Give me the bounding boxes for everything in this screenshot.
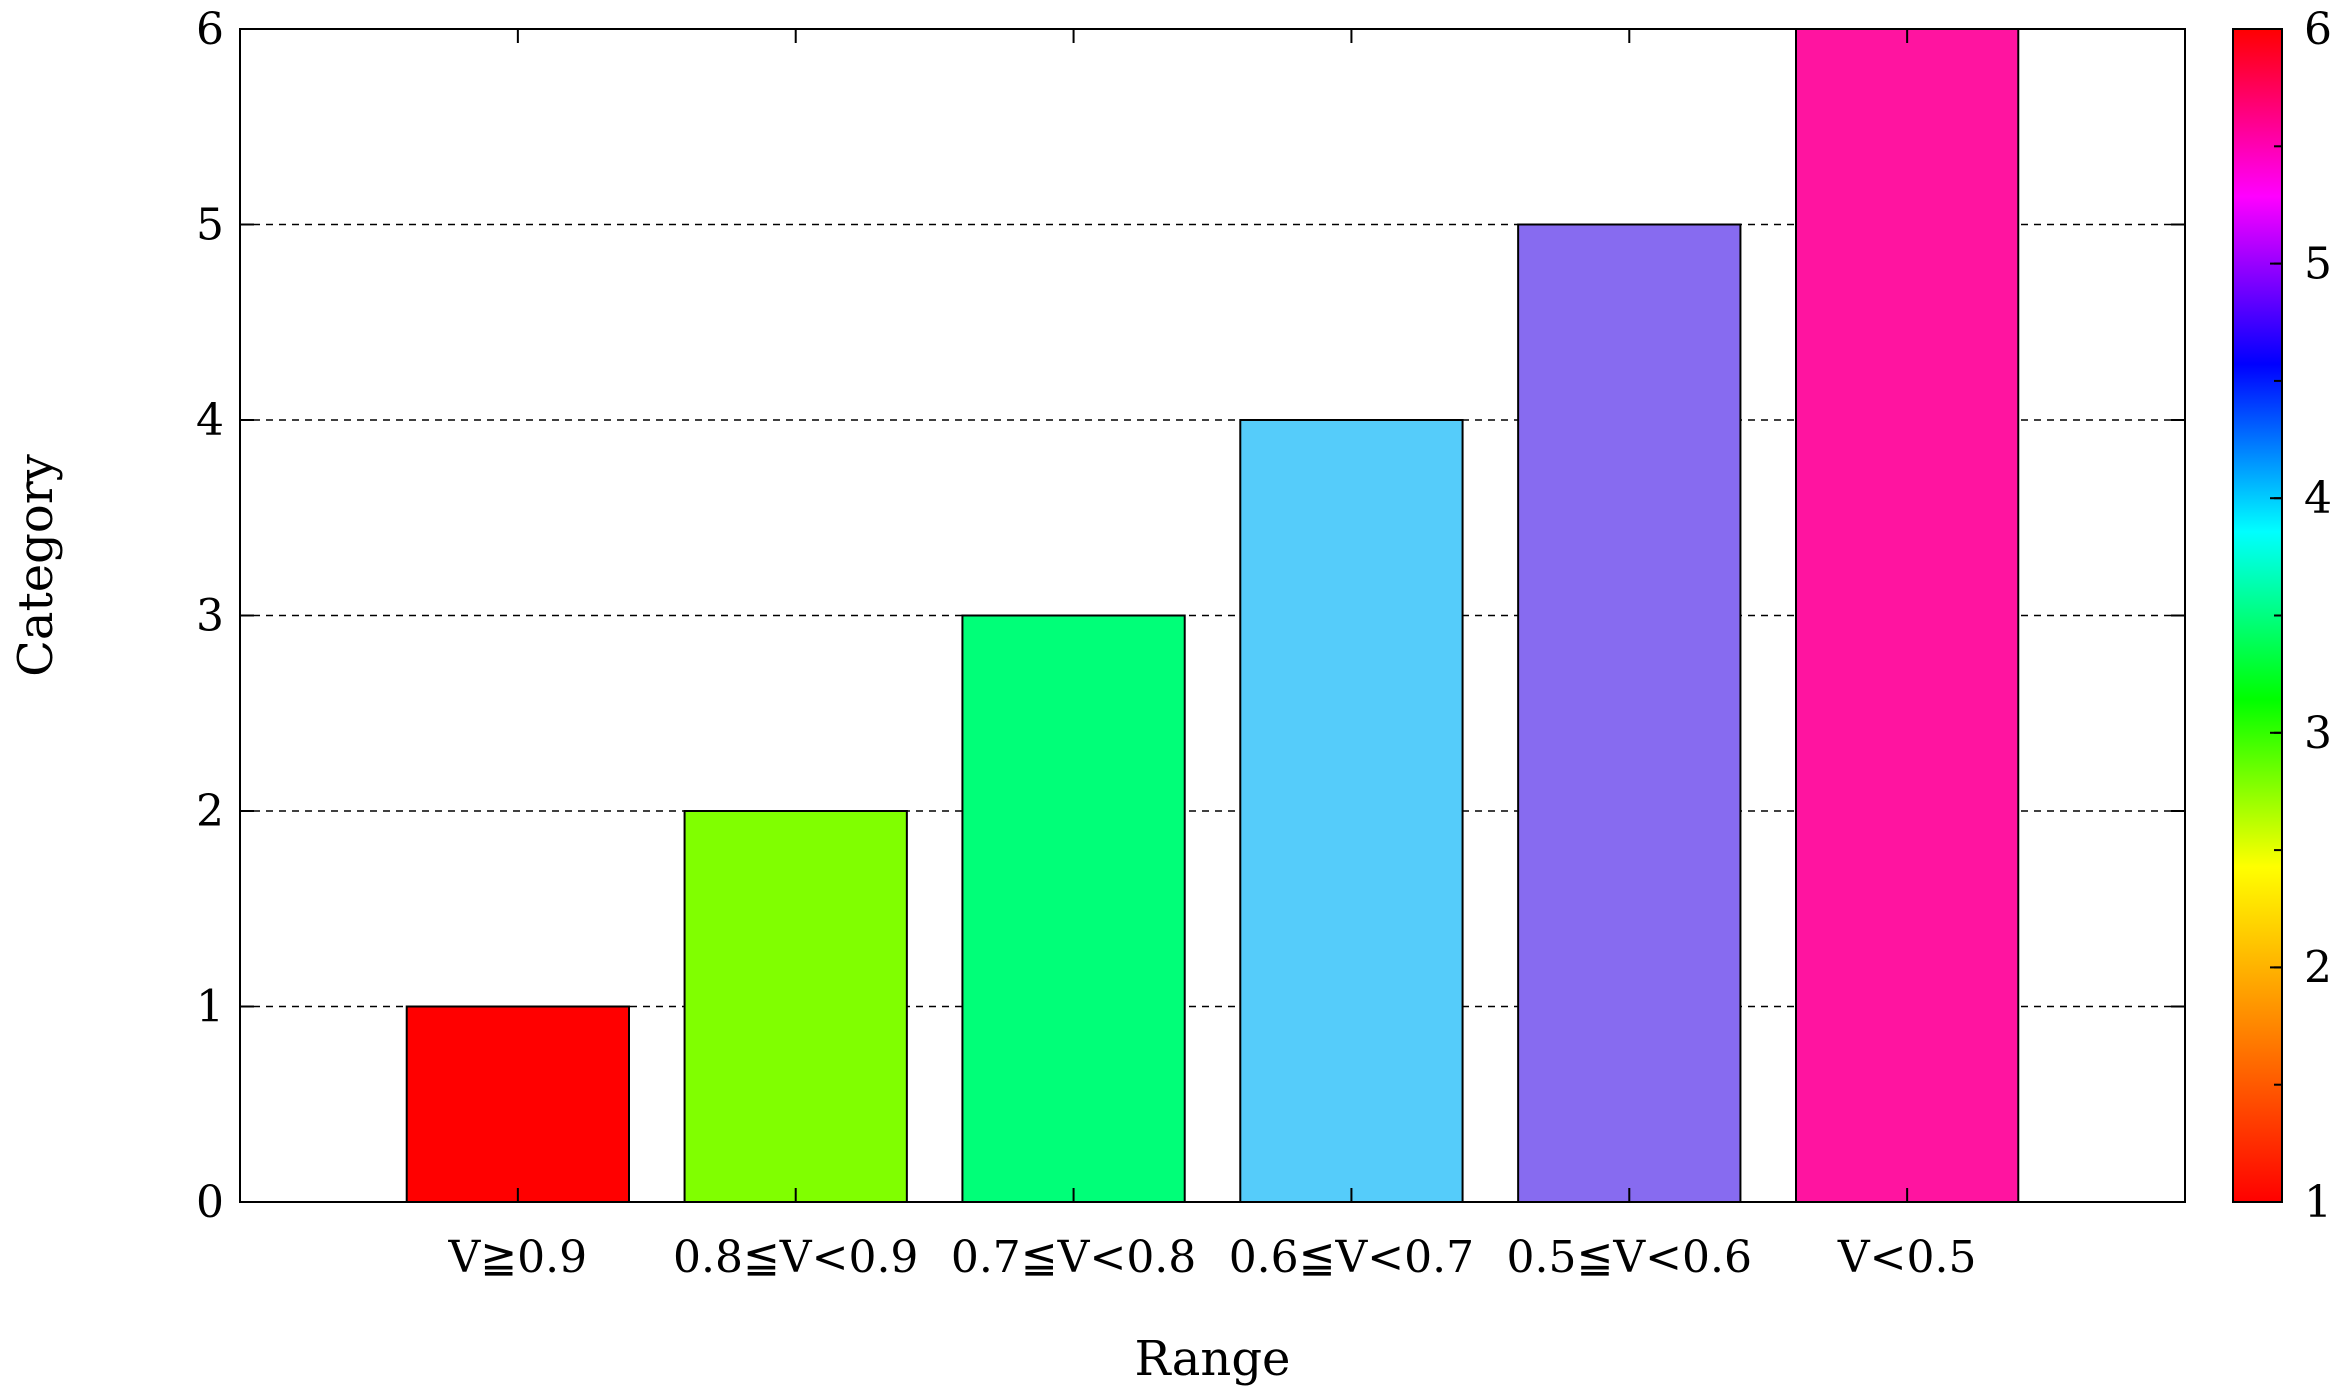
colorbar-tick-label: 5 — [2304, 239, 2332, 290]
y-tick-label: 5 — [196, 200, 224, 251]
y-tick-label: 4 — [196, 395, 224, 446]
colorbar-tick-label: 6 — [2304, 4, 2332, 55]
bars — [405, 28, 2020, 1203]
bar — [405, 1005, 631, 1203]
colorbar-tick-labels: 1 2 3 4 5 6 — [2304, 4, 2332, 1228]
bar — [1239, 419, 1464, 1203]
y-tick-labels: 0 1 2 3 4 5 6 — [196, 4, 224, 1228]
bar — [1517, 223, 1742, 1203]
y-tick-label: 0 — [196, 1177, 224, 1228]
colorbar-tick-label: 2 — [2304, 942, 2332, 993]
colorbar-tick-label: 1 — [2304, 1177, 2332, 1228]
x-tick-label: 0.7≦V<0.8 — [951, 1232, 1196, 1283]
x-axis-title: Range — [1135, 1331, 1291, 1387]
y-tick-label: 3 — [196, 591, 224, 642]
x-tick-label: 0.6≦V<0.7 — [1229, 1232, 1474, 1283]
y-axis-title: Category — [8, 454, 64, 677]
y-tick-label: 6 — [196, 4, 224, 55]
colorbar-gradient — [2233, 29, 2282, 1202]
bar — [961, 614, 1186, 1203]
x-tick-label: 0.5≦V<0.6 — [1507, 1232, 1752, 1283]
colorbar-ticks — [2270, 28, 2282, 1203]
bar — [1795, 28, 2020, 1203]
x-tick-label: V≧0.9 — [448, 1232, 588, 1283]
y-tick-label: 2 — [196, 786, 224, 837]
y-tick-label: 1 — [196, 982, 224, 1033]
x-tick-label: 0.8≦V<0.9 — [673, 1232, 918, 1283]
axis-ticks — [240, 28, 2185, 1203]
colorbar-tick-label: 3 — [2304, 708, 2332, 759]
colorbar-tick-label: 4 — [2304, 473, 2332, 524]
bar — [683, 810, 908, 1203]
x-tick-labels: V≧0.9 0.8≦V<0.9 0.7≦V<0.8 0.6≦V<0.7 0.5≦V<0.… — [448, 1232, 1977, 1283]
x-tick-label: V<0.5 — [1837, 1232, 1977, 1283]
colorbar: 1 2 3 4 5 6 — [2232, 4, 2332, 1228]
